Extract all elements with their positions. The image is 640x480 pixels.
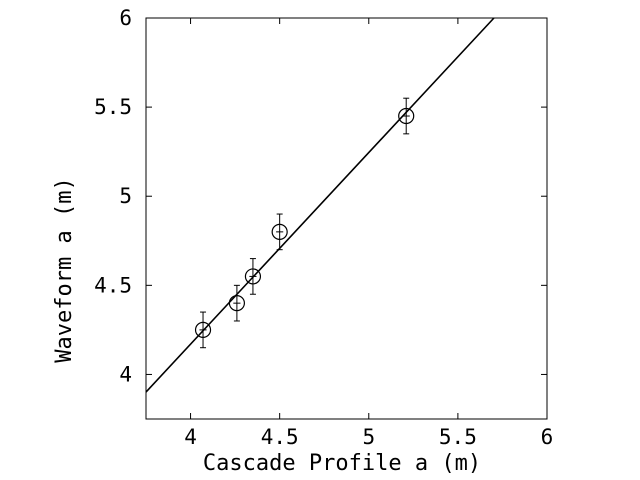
point-marker bbox=[271, 223, 288, 240]
plot-frame bbox=[145, 17, 548, 420]
data-point bbox=[228, 284, 245, 322]
point-marker bbox=[228, 295, 245, 312]
point-marker bbox=[244, 268, 262, 285]
x-axis-label: Cascade Profile a (m) bbox=[203, 451, 481, 476]
x-tick-label: 6 bbox=[541, 425, 554, 449]
tick-labels: 4 4.5 5 5.5 6 4 4.5 5 5.5 6 bbox=[94, 6, 553, 449]
data-point bbox=[271, 213, 288, 251]
y-tick-label: 5 bbox=[119, 184, 132, 208]
y-tick-label: 4 bbox=[119, 362, 132, 386]
x-tick-label: 5 bbox=[362, 425, 375, 449]
point-marker bbox=[194, 321, 212, 338]
y-tick-label: 6 bbox=[119, 6, 132, 30]
y-tick-label: 4.5 bbox=[94, 273, 132, 297]
y-tick-label: 5.5 bbox=[94, 95, 132, 119]
data-point bbox=[194, 311, 212, 349]
data-point bbox=[398, 97, 415, 135]
point-marker bbox=[398, 107, 415, 125]
data-points bbox=[194, 97, 415, 349]
y-axis-label: Waveform a (m) bbox=[52, 177, 77, 362]
x-tick-label: 5.5 bbox=[439, 425, 477, 449]
x-tick-label: 4.5 bbox=[261, 425, 299, 449]
data-point bbox=[244, 258, 262, 295]
x-tick-label: 4 bbox=[184, 425, 197, 449]
tick-marks bbox=[146, 17, 548, 419]
